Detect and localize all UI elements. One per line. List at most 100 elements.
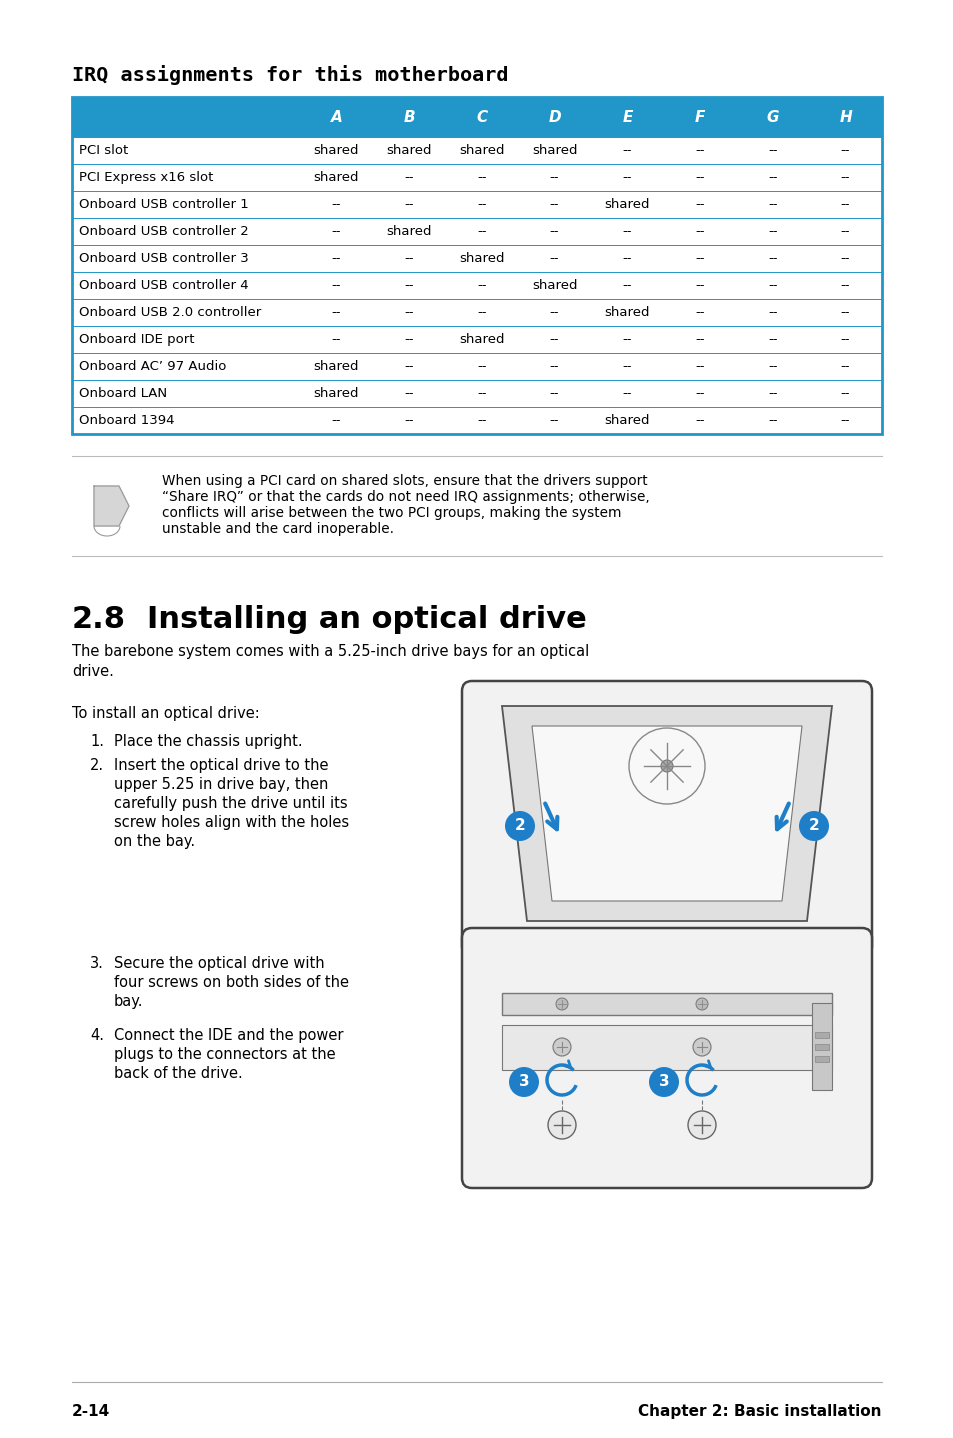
Text: --: -- xyxy=(840,198,849,211)
Text: --: -- xyxy=(404,387,414,400)
Text: --: -- xyxy=(695,334,704,347)
Text: --: -- xyxy=(549,198,558,211)
Text: --: -- xyxy=(476,414,486,427)
Text: shared: shared xyxy=(386,144,432,157)
Text: “Share IRQ” or that the cards do not need IRQ assignments; otherwise,: “Share IRQ” or that the cards do not nee… xyxy=(162,490,649,503)
Text: PCI Express x16 slot: PCI Express x16 slot xyxy=(79,171,213,184)
Text: The barebone system comes with a 5.25-inch drive bays for an optical: The barebone system comes with a 5.25-in… xyxy=(71,644,589,659)
Text: --: -- xyxy=(404,198,414,211)
Text: --: -- xyxy=(332,334,341,347)
Text: IRQ assignments for this motherboard: IRQ assignments for this motherboard xyxy=(71,65,508,85)
FancyBboxPatch shape xyxy=(71,272,882,299)
FancyBboxPatch shape xyxy=(71,219,882,244)
FancyBboxPatch shape xyxy=(71,407,882,434)
Text: carefully push the drive until its: carefully push the drive until its xyxy=(113,797,347,811)
Text: --: -- xyxy=(549,224,558,239)
Text: Onboard USB controller 4: Onboard USB controller 4 xyxy=(79,279,249,292)
Text: 2: 2 xyxy=(808,818,819,834)
Text: --: -- xyxy=(695,414,704,427)
Text: --: -- xyxy=(404,414,414,427)
Text: Onboard 1394: Onboard 1394 xyxy=(79,414,174,427)
Text: --: -- xyxy=(549,387,558,400)
Text: on the bay.: on the bay. xyxy=(113,834,195,848)
Text: When using a PCI card on shared slots, ensure that the drivers support: When using a PCI card on shared slots, e… xyxy=(162,475,647,487)
Text: Onboard USB controller 3: Onboard USB controller 3 xyxy=(79,252,249,265)
Text: --: -- xyxy=(476,171,486,184)
Text: --: -- xyxy=(404,279,414,292)
FancyBboxPatch shape xyxy=(814,1044,828,1050)
Circle shape xyxy=(504,811,535,841)
Text: --: -- xyxy=(767,387,777,400)
Text: shared: shared xyxy=(604,198,649,211)
Text: G: G xyxy=(766,109,779,125)
Text: --: -- xyxy=(549,171,558,184)
Text: --: -- xyxy=(549,334,558,347)
Text: --: -- xyxy=(549,414,558,427)
Text: --: -- xyxy=(840,387,849,400)
Text: --: -- xyxy=(622,144,632,157)
Text: shared: shared xyxy=(314,144,358,157)
Text: plugs to the connectors at the: plugs to the connectors at the xyxy=(113,1047,335,1063)
Circle shape xyxy=(509,1067,538,1097)
FancyBboxPatch shape xyxy=(814,1032,828,1038)
Text: --: -- xyxy=(840,224,849,239)
Text: 2-14: 2-14 xyxy=(71,1403,111,1419)
Text: A: A xyxy=(330,109,342,125)
FancyBboxPatch shape xyxy=(461,928,871,1188)
Text: --: -- xyxy=(404,334,414,347)
Text: H: H xyxy=(839,109,851,125)
Text: --: -- xyxy=(332,306,341,319)
Text: 2: 2 xyxy=(514,818,525,834)
Text: --: -- xyxy=(840,334,849,347)
Text: E: E xyxy=(621,109,632,125)
Polygon shape xyxy=(94,486,129,526)
Text: --: -- xyxy=(695,279,704,292)
Text: --: -- xyxy=(622,387,632,400)
Text: shared: shared xyxy=(458,334,504,347)
Circle shape xyxy=(660,761,672,772)
Text: --: -- xyxy=(549,252,558,265)
Polygon shape xyxy=(501,706,831,920)
FancyBboxPatch shape xyxy=(501,1025,831,1070)
Text: --: -- xyxy=(695,360,704,372)
Text: Connect the IDE and the power: Connect the IDE and the power xyxy=(113,1028,343,1043)
Text: shared: shared xyxy=(604,414,649,427)
Circle shape xyxy=(553,1038,571,1055)
Text: --: -- xyxy=(695,198,704,211)
Text: --: -- xyxy=(767,144,777,157)
Text: --: -- xyxy=(767,306,777,319)
FancyBboxPatch shape xyxy=(71,244,882,272)
Text: --: -- xyxy=(404,252,414,265)
Text: --: -- xyxy=(622,171,632,184)
Text: 3.: 3. xyxy=(90,956,104,971)
Text: shared: shared xyxy=(386,224,432,239)
FancyBboxPatch shape xyxy=(71,326,882,352)
Text: --: -- xyxy=(695,144,704,157)
Text: --: -- xyxy=(695,171,704,184)
Text: four screws on both sides of the: four screws on both sides of the xyxy=(113,975,349,989)
Text: --: -- xyxy=(767,198,777,211)
Text: Onboard IDE port: Onboard IDE port xyxy=(79,334,194,347)
Text: To install an optical drive:: To install an optical drive: xyxy=(71,706,259,720)
Circle shape xyxy=(696,998,707,1009)
Text: --: -- xyxy=(840,360,849,372)
Circle shape xyxy=(648,1067,679,1097)
Text: conflicts will arise between the two PCI groups, making the system: conflicts will arise between the two PCI… xyxy=(162,506,620,521)
Text: shared: shared xyxy=(314,360,358,372)
Text: --: -- xyxy=(332,224,341,239)
FancyBboxPatch shape xyxy=(71,164,882,191)
Text: 4.: 4. xyxy=(90,1028,104,1043)
FancyBboxPatch shape xyxy=(814,1055,828,1063)
FancyBboxPatch shape xyxy=(71,299,882,326)
FancyBboxPatch shape xyxy=(71,380,882,407)
Text: Place the chassis upright.: Place the chassis upright. xyxy=(113,733,302,749)
Circle shape xyxy=(547,1112,576,1139)
Text: --: -- xyxy=(767,224,777,239)
Text: --: -- xyxy=(622,334,632,347)
Text: Onboard USB controller 1: Onboard USB controller 1 xyxy=(79,198,249,211)
Text: C: C xyxy=(476,109,487,125)
Text: --: -- xyxy=(767,360,777,372)
Text: 2.: 2. xyxy=(90,758,104,774)
Text: --: -- xyxy=(404,306,414,319)
Text: --: -- xyxy=(767,171,777,184)
